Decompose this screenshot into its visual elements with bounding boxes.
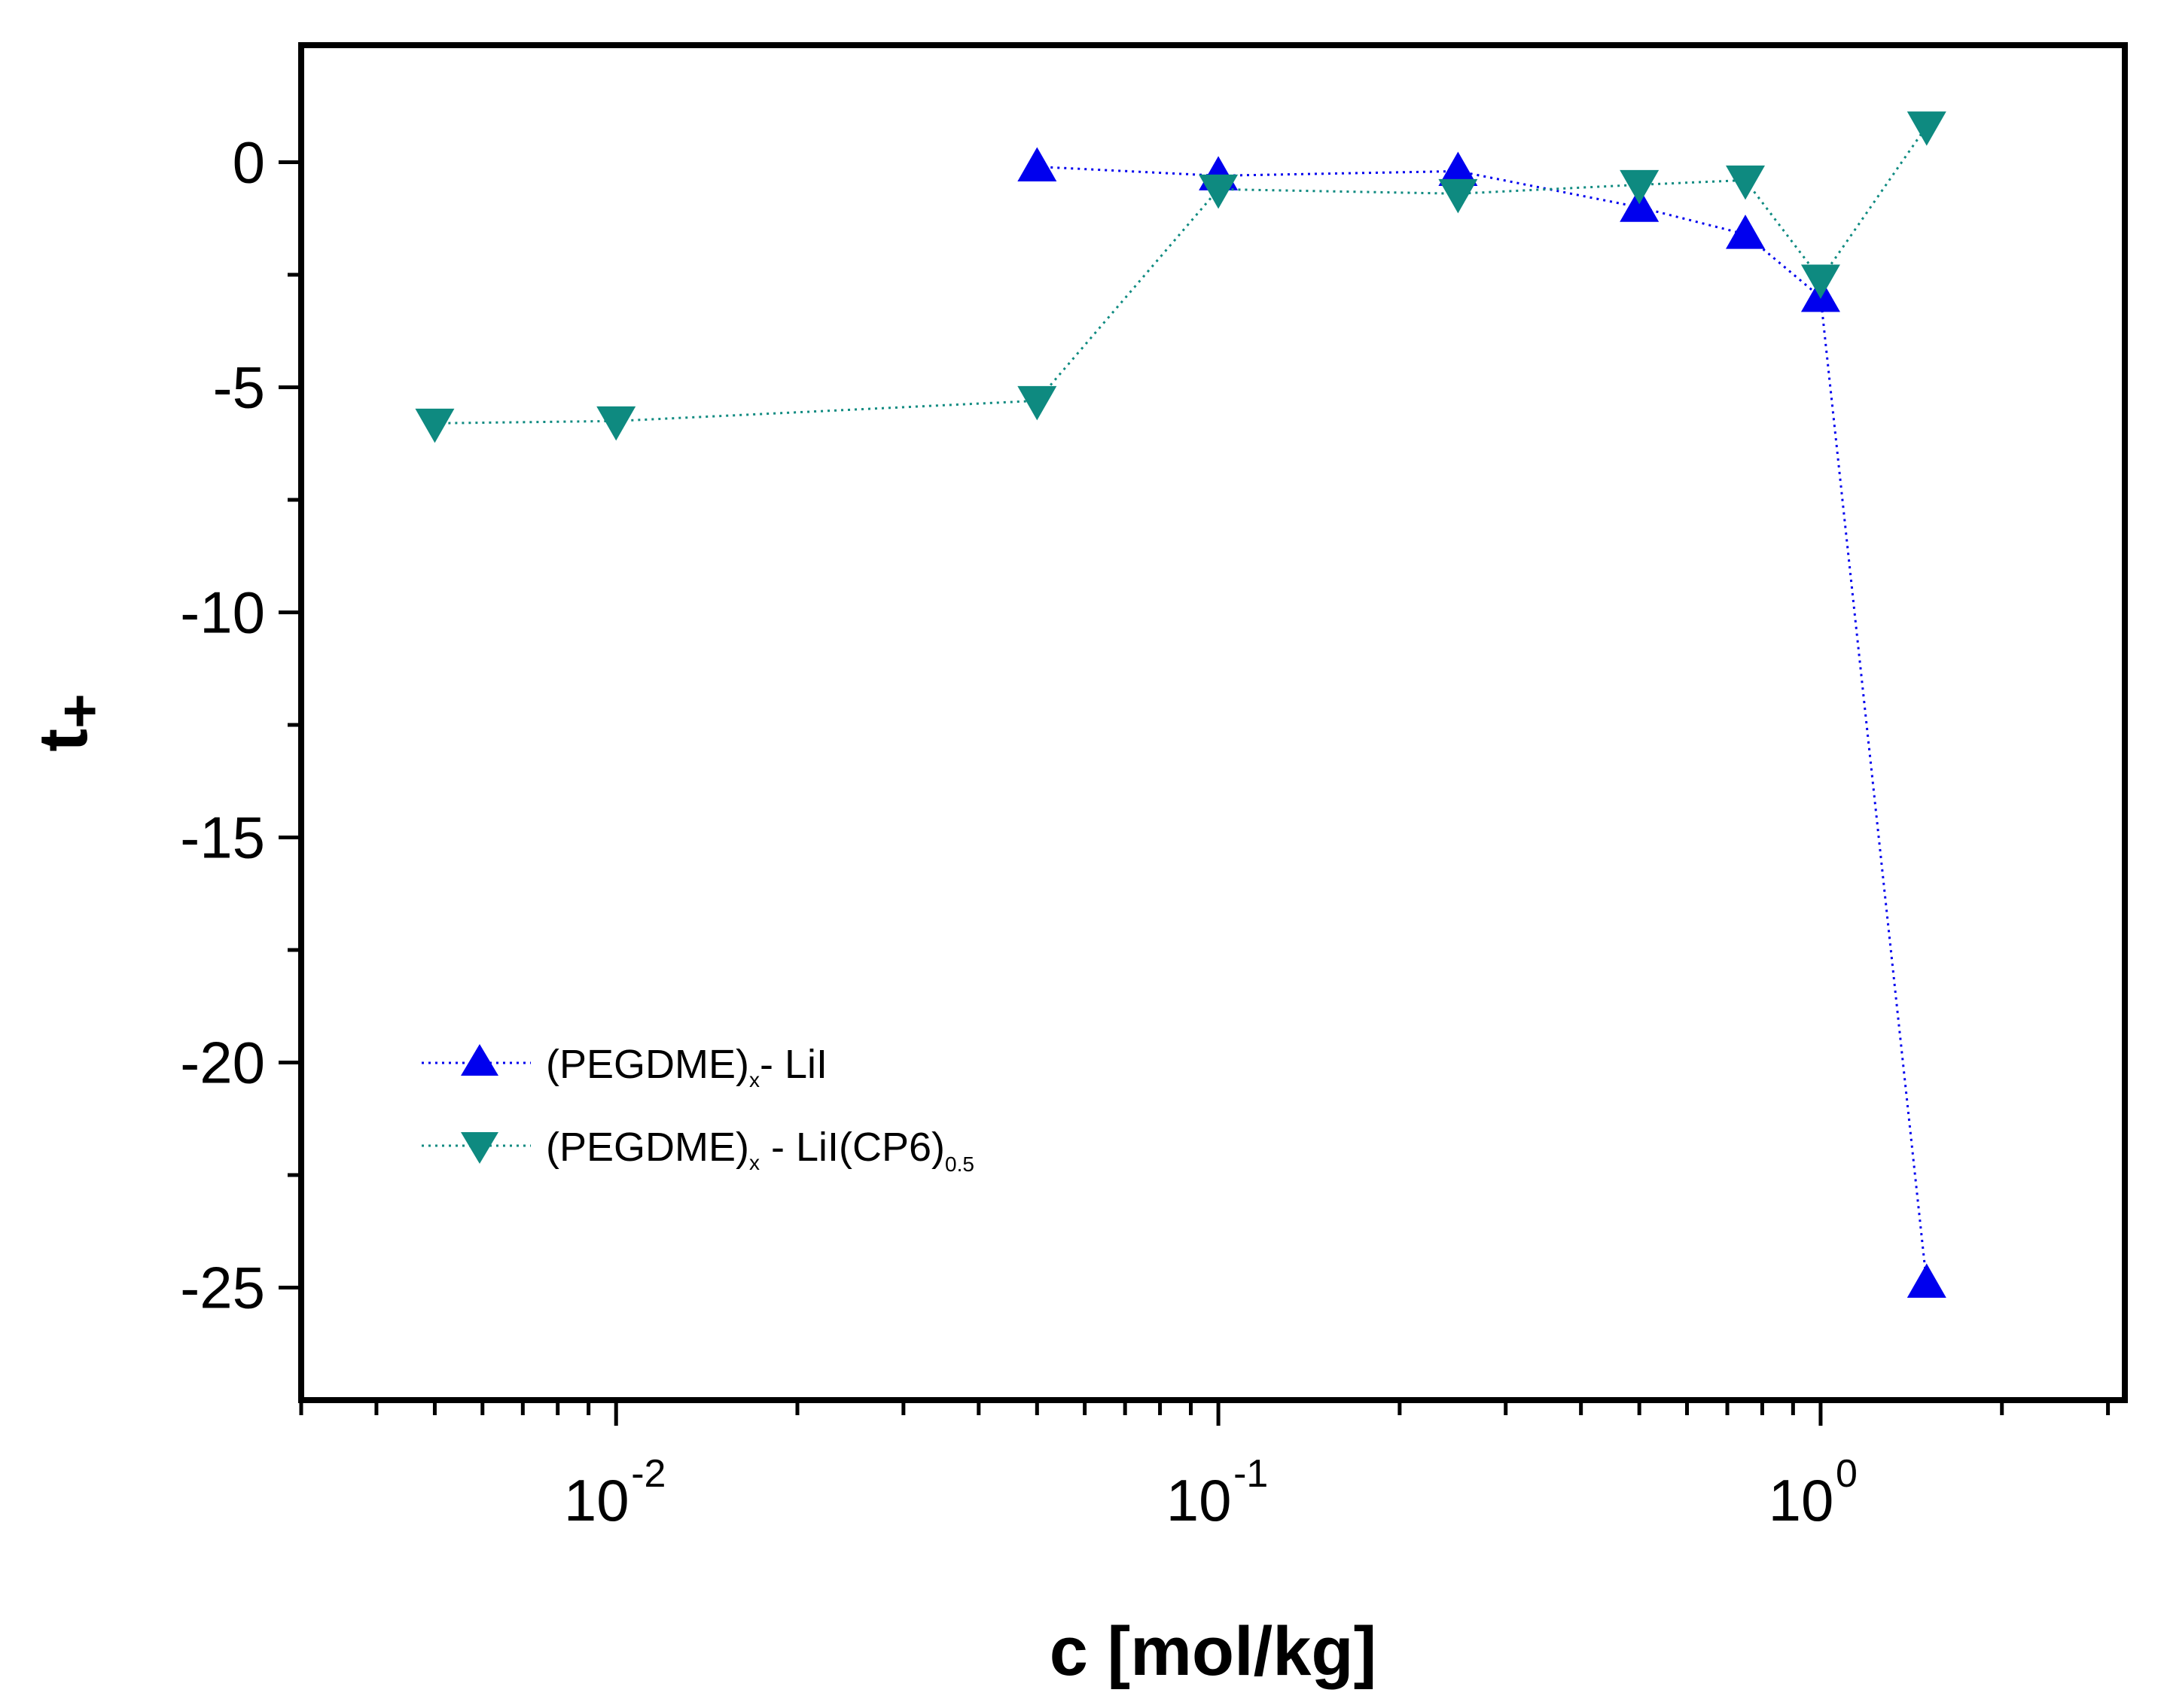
series-1 [415, 111, 1946, 443]
series-0-point [1017, 147, 1057, 181]
legend-entry-lii: (PEGDME)x- LiI [422, 1042, 828, 1091]
series-0 [1017, 147, 1946, 1299]
series-0-point [1906, 1263, 1946, 1299]
y-axis-title-main: t [25, 729, 102, 752]
x-tick-exponent: 0 [1836, 1452, 1858, 1496]
series-1-point [1800, 264, 1840, 299]
series-1-point [596, 406, 636, 441]
axis-ticks [279, 160, 2111, 1426]
legend-label-lii-sub: x [749, 1068, 760, 1091]
series-0-point [1620, 187, 1660, 222]
plot-frame [298, 42, 2128, 1403]
svg-text:(PEGDME)x- LiI: (PEGDME)x- LiI [546, 1042, 828, 1091]
x-tick-label: 10 [1769, 1467, 1834, 1533]
legend-label-cp6-tail: - LiI(CP6) [760, 1125, 945, 1170]
series-1-point [1017, 385, 1057, 421]
y-axis-title-sub: + [46, 693, 113, 729]
legend-entry-lii-cp6: (PEGDME)x - LiI(CP6)0.5 [422, 1125, 974, 1176]
x-tick-exponent: -1 [1233, 1452, 1268, 1496]
legend-label-cp6-main: (PEGDME) [546, 1125, 749, 1170]
legend-marker-lii [461, 1044, 498, 1076]
legend-label-cp6-sub2: 0.5 [945, 1152, 974, 1176]
svg-text:t+: t+ [25, 693, 113, 751]
series-0-point [1438, 151, 1478, 186]
series-1-point [415, 408, 455, 443]
y-tick-label: -5 [213, 354, 265, 420]
series-layer [415, 111, 1946, 1299]
y-tick-label: 0 [233, 129, 265, 195]
x-tick-label: 10 [564, 1467, 629, 1533]
series-1-line [434, 125, 1928, 425]
legend-label-cp6-sub: x [749, 1151, 760, 1174]
series-1-point [1906, 111, 1946, 146]
series-1-point [1438, 178, 1478, 214]
legend: (PEGDME)x- LiI (PEGDME)x - LiI(CP6)0.5 [422, 1042, 974, 1176]
series-1-point [1620, 169, 1660, 205]
x-axis-title: c [mol/kg] [1050, 1613, 1376, 1690]
series-1-point [1726, 165, 1766, 200]
series-0-line [1037, 166, 1928, 1283]
series-1-point [1199, 174, 1239, 209]
legend-marker-lii-cp6 [461, 1132, 498, 1164]
x-tick-exponent: -2 [631, 1452, 666, 1496]
svg-text:(PEGDME)x - LiI(CP6)0.5: (PEGDME)x - LiI(CP6)0.5 [546, 1125, 974, 1176]
y-tick-label: -15 [180, 804, 265, 870]
series-0-point [1726, 215, 1766, 249]
legend-label-lii-main: (PEGDME) [546, 1042, 749, 1087]
legend-label-lii-tail: - LiI [760, 1042, 828, 1087]
y-axis-title: t+ [25, 693, 113, 751]
y-tick-label: -20 [180, 1029, 265, 1095]
y-tick-label: -10 [180, 579, 265, 645]
x-tick-label: 10 [1166, 1467, 1232, 1533]
y-tick-label: -25 [180, 1254, 265, 1320]
